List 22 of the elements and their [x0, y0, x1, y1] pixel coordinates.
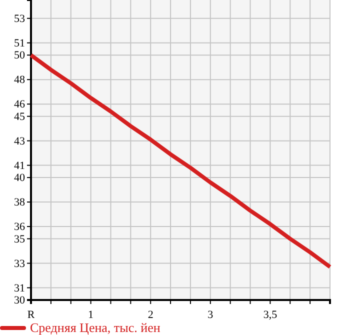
y-tick-label: 41	[14, 160, 25, 172]
x-tick-label: 2	[148, 308, 154, 321]
y-tick-label: 43	[14, 135, 26, 148]
y-tick-label: 48	[14, 74, 26, 86]
line-series	[29, 53, 332, 269]
y-tick-label: 38	[14, 196, 26, 209]
y-tick-label: 45	[14, 110, 26, 123]
x-tick-label: R	[27, 308, 36, 321]
x-tick-label: 1	[88, 308, 94, 321]
y-tick-label: 46	[14, 98, 26, 111]
y-tick-label: 36	[14, 221, 26, 234]
y-tick-label: 30	[14, 294, 26, 307]
y-tick-label: 31	[14, 282, 25, 294]
y-tick-label: 35	[14, 233, 26, 246]
y-tick-label: 40	[14, 172, 26, 184]
legend-label: Средняя Цена, тыс. йен	[30, 320, 160, 335]
x-tick-label: 3,5	[263, 308, 278, 321]
y-tick-label: 53	[14, 12, 26, 25]
y-tick-label: 33	[14, 258, 26, 270]
x-tick-label: 3	[208, 308, 214, 321]
y-tick-label: 50	[14, 50, 26, 62]
y-tick-label: 51	[14, 37, 25, 50]
